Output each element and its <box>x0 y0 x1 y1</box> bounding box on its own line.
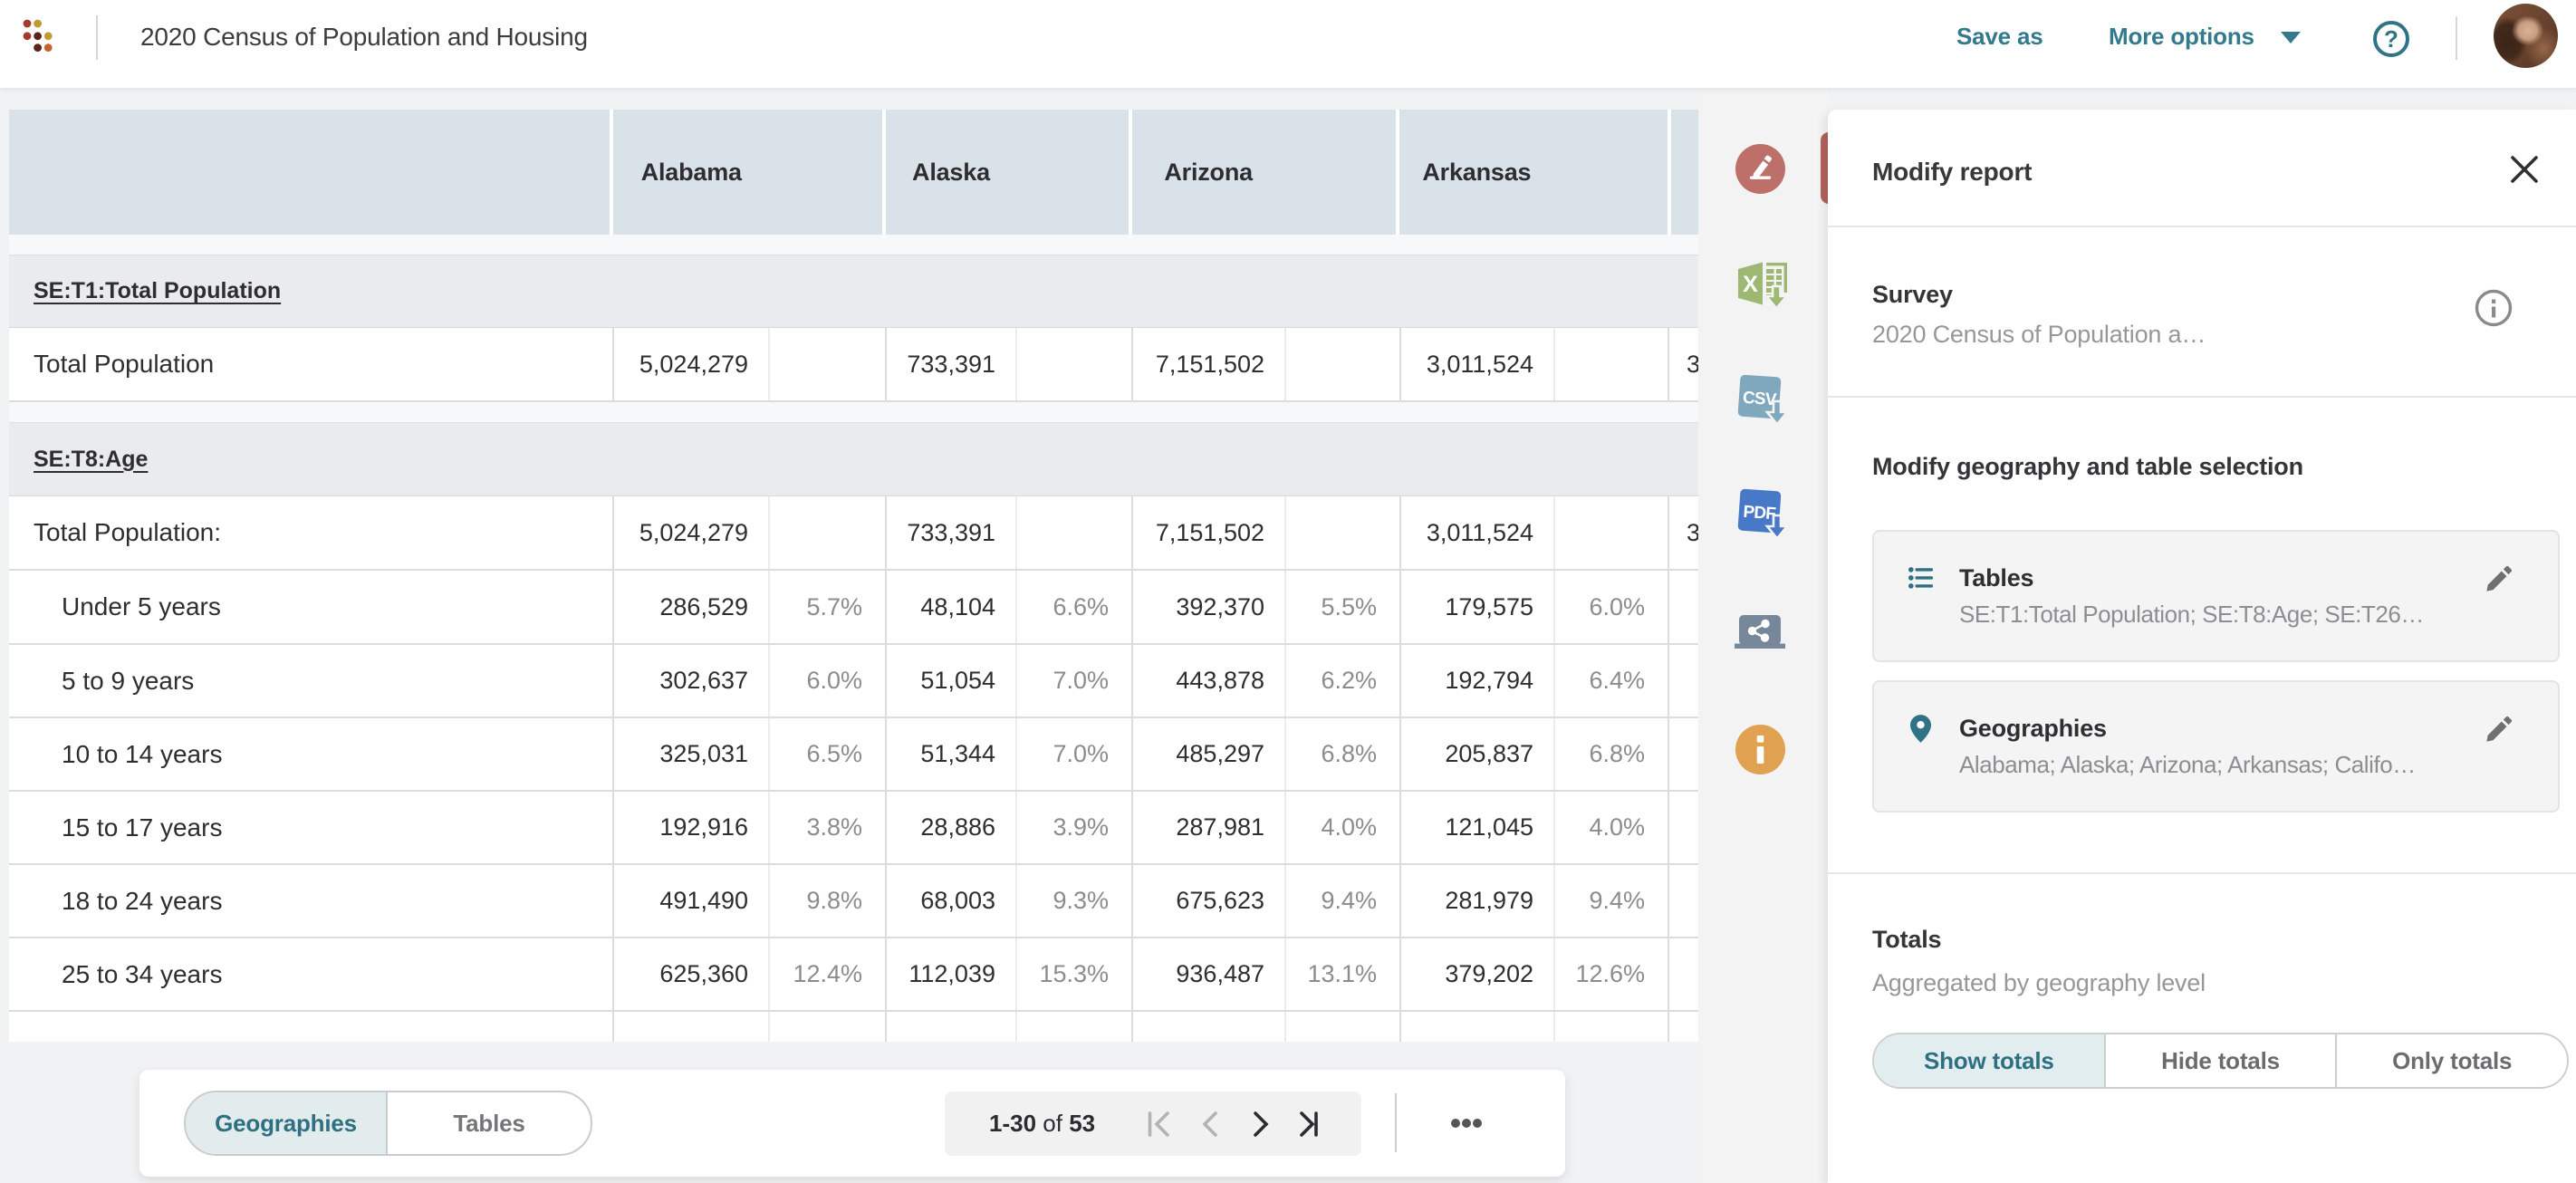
svg-text:PDF: PDF <box>1743 503 1776 524</box>
svg-text:CSV: CSV <box>1742 389 1777 410</box>
svg-text:X: X <box>1743 272 1758 297</box>
